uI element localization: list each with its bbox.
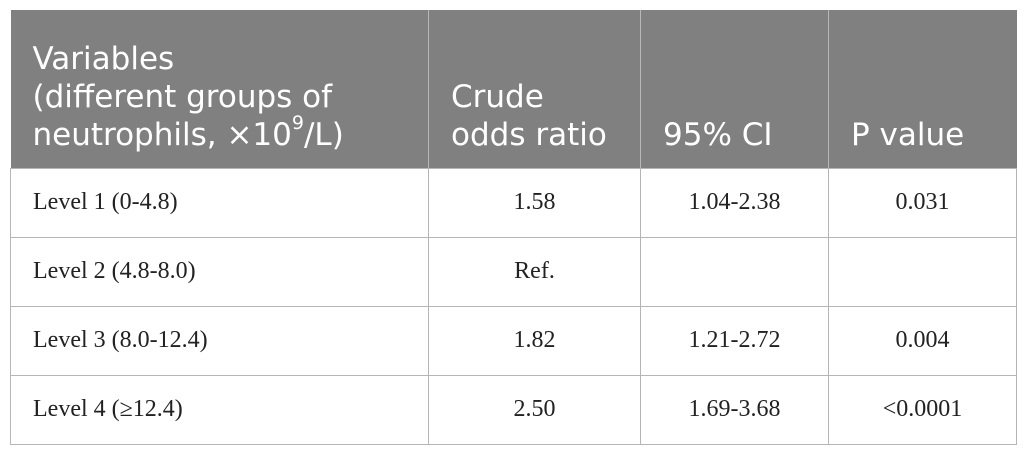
row-odds-ratio: 1.82: [428, 305, 641, 376]
header-variables-line3-post: /L): [303, 116, 344, 153]
results-table-container: Variables (different groups of neutrophi…: [10, 10, 1017, 445]
row-label: Level 3 (8.0-12.4): [10, 305, 429, 376]
header-p-value: P value: [828, 10, 1017, 168]
row-p-value: [828, 236, 1017, 307]
row-ci: 1.21-2.72: [640, 305, 829, 376]
table-row: Level 2 (4.8-8.0) Ref.: [10, 236, 1017, 307]
table-body: Level 1 (0-4.8) 1.58 1.04-2.38 0.031 Lev…: [10, 167, 1017, 445]
row-odds-ratio: 2.50: [428, 374, 641, 445]
row-p-value: <0.0001: [828, 374, 1017, 445]
row-odds-ratio: Ref.: [428, 236, 641, 307]
table-row: Level 4 (≥12.4) 2.50 1.69-3.68 <0.0001: [10, 374, 1017, 445]
table-header: Variables (different groups of neutrophi…: [10, 10, 1017, 168]
results-table: Variables (different groups of neutrophi…: [10, 10, 1017, 445]
row-p-value: 0.031: [828, 167, 1017, 238]
row-ci: [640, 236, 829, 307]
row-ci: 1.04-2.38: [640, 167, 829, 238]
row-odds-ratio: 1.58: [428, 167, 641, 238]
header-odds-ratio: Crude odds ratio: [428, 10, 641, 168]
header-row: Variables (different groups of neutrophi…: [10, 10, 1017, 168]
header-variables: Variables (different groups of neutrophi…: [10, 10, 429, 168]
table-row: Level 1 (0-4.8) 1.58 1.04-2.38 0.031: [10, 167, 1017, 238]
table-row: Level 3 (8.0-12.4) 1.82 1.21-2.72 0.004: [10, 305, 1017, 376]
row-p-value: 0.004: [828, 305, 1017, 376]
header-odds-line1: Crude: [451, 78, 544, 115]
row-label: Level 1 (0-4.8): [10, 167, 429, 238]
header-variables-line2: (different groups of: [32, 78, 333, 115]
header-odds-line2: odds ratio: [451, 116, 607, 153]
row-label: Level 2 (4.8-8.0): [10, 236, 429, 307]
row-label: Level 4 (≥12.4): [10, 374, 429, 445]
header-variables-line3-pre: neutrophils, ×10: [32, 116, 292, 153]
header-variables-superscript: 9: [291, 112, 304, 135]
row-ci: 1.69-3.68: [640, 374, 829, 445]
header-variables-line1: Variables: [32, 40, 175, 77]
header-ci: 95% CI: [640, 10, 829, 168]
